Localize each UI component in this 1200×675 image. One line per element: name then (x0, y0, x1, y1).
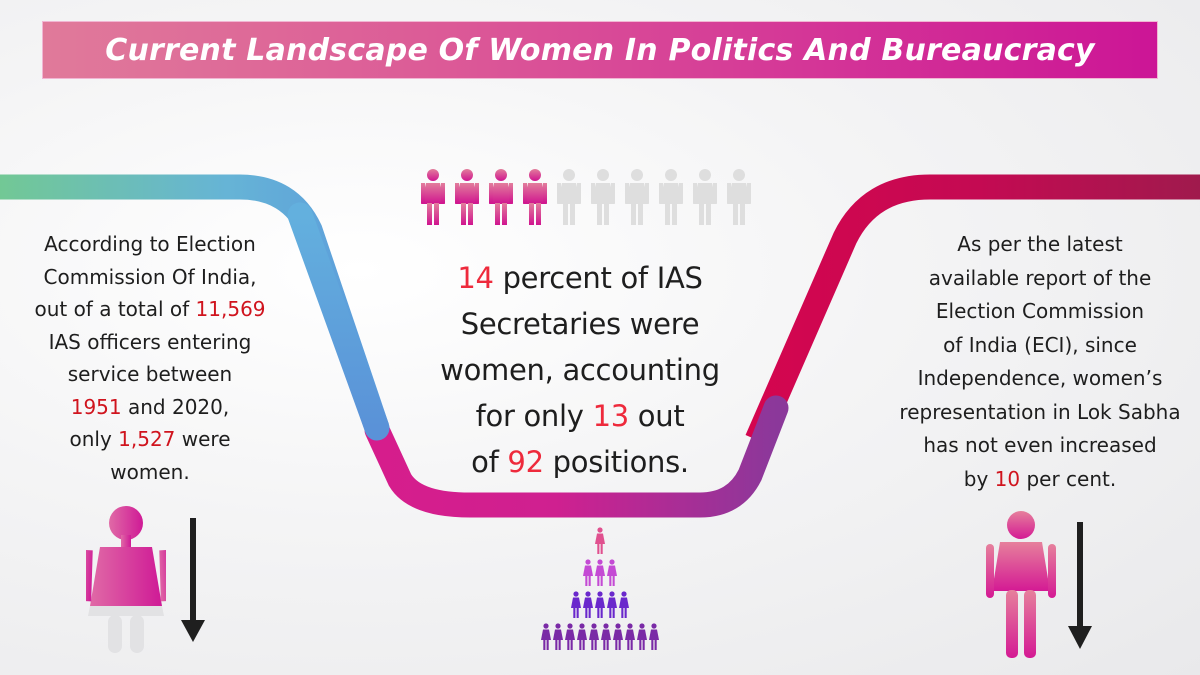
highlight-number: 1951 (70, 394, 122, 419)
woman-icon-empty (591, 169, 615, 225)
text-line: women, accounting (440, 353, 720, 387)
text-line: available report of the (928, 265, 1152, 290)
highlight-number: 13 (592, 399, 630, 433)
woman-hierarchy-icon (601, 623, 611, 650)
left-panel-text: According to Election Commission Of Indi… (0, 228, 300, 488)
down-arrow-icon (1068, 522, 1092, 649)
woman-icon (986, 511, 1056, 658)
text-line: Commission Of India, (43, 264, 257, 289)
woman-hierarchy-icon (583, 559, 593, 586)
woman-hierarchy-icon (613, 623, 623, 650)
woman-hierarchy-icon (595, 559, 605, 586)
title-banner: Current Landscape Of Women In Politics A… (42, 21, 1158, 79)
woman-icon-empty (557, 169, 581, 225)
woman-icon-filled (523, 169, 547, 225)
woman-icon-empty (625, 169, 649, 225)
page-title: Current Landscape Of Women In Politics A… (105, 32, 1095, 68)
woman-icon-empty (659, 169, 683, 225)
woman-hierarchy-icon (595, 527, 605, 554)
woman-hierarchy-icon (619, 591, 629, 618)
woman-hierarchy-icon (625, 623, 635, 650)
text-line: Independence, women’s (917, 366, 1163, 390)
woman-hierarchy-icon (553, 623, 563, 650)
text-line: Election Commission (935, 299, 1145, 323)
text-line: by 10 per cent. (963, 466, 1117, 491)
text-line: only 1,527 were (69, 427, 231, 451)
text-line: As per the latest (957, 232, 1123, 256)
woman-hierarchy-icon (607, 591, 617, 618)
woman-icon-filled (421, 169, 445, 225)
woman-hierarchy-icon (565, 623, 575, 650)
woman-icon-filled (489, 169, 513, 225)
text-line: for only 13 out (475, 399, 685, 433)
hierarchy-pyramid (540, 527, 660, 655)
center-panel-text: 14 percent of IAS Secretaries were women… (410, 255, 750, 485)
text-line: According to Election (44, 232, 256, 256)
text-line: IAS officers entering (48, 329, 252, 354)
pyramid-row-3 (540, 591, 660, 618)
woman-hierarchy-icon (571, 591, 581, 618)
pyramid-row-4 (540, 623, 660, 650)
highlight-number: 92 (507, 445, 544, 479)
text-line: representation in Lok Sabha (899, 399, 1181, 424)
woman-icon-empty (693, 169, 717, 225)
pyramid-row-1 (540, 527, 660, 554)
text-line: 1951 and 2020, (70, 394, 230, 419)
woman-icon-filled (455, 169, 479, 225)
text-line: of 92 positions. (471, 445, 689, 479)
woman-hierarchy-icon (589, 623, 599, 650)
text-line: Secretaries were (460, 307, 700, 341)
down-arrow-icon (181, 518, 205, 642)
text-line: of India (ECI), since (943, 332, 1137, 357)
woman-hierarchy-icon (577, 623, 587, 650)
highlight-number: 14 (457, 261, 494, 295)
highlight-number: 10 (994, 466, 1021, 491)
woman-hierarchy-icon (607, 559, 617, 586)
pyramid-row-2 (540, 559, 660, 586)
woman-hierarchy-icon (541, 623, 551, 650)
woman-hierarchy-icon (649, 623, 659, 650)
women-ratio-icon-row (420, 168, 752, 226)
woman-partial-fill-icon (86, 506, 166, 653)
highlight-number: 1,527 (118, 427, 176, 451)
woman-hierarchy-icon (595, 591, 605, 618)
text-line: 14 percent of IAS (457, 261, 703, 295)
right-panel-text: As per the latest available report of th… (880, 228, 1200, 496)
text-line: service between (67, 362, 233, 386)
text-line: has not even increased (923, 433, 1157, 457)
text-line: women. (110, 459, 190, 484)
woman-icon-empty (727, 169, 751, 225)
woman-hierarchy-icon (583, 591, 593, 618)
text-line: out of a total of 11,569 (34, 297, 266, 321)
woman-hierarchy-icon (637, 623, 647, 650)
highlight-number: 11,569 (195, 297, 266, 321)
